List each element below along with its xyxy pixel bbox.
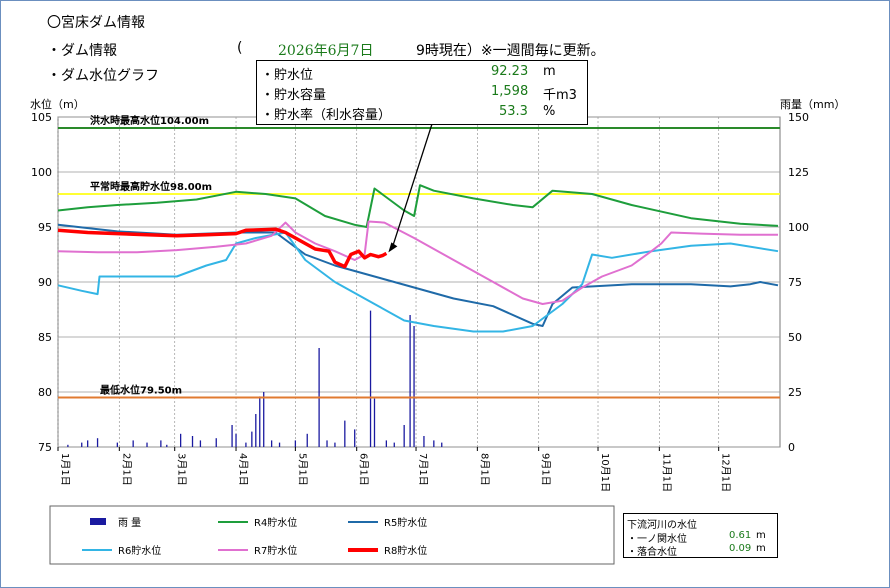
status-unit: % bbox=[543, 104, 556, 119]
x-tick-label: 9月1日 bbox=[540, 453, 552, 486]
status-value: 53.3 bbox=[499, 104, 528, 119]
tick-labels: 1月1日 2月1日 3月1日 4月1日 5月1日 6月1日 7月1日 8月1日 9月1日 10月1… bbox=[30, 97, 845, 492]
page-title: 〇宮床ダム情報 bbox=[47, 15, 145, 31]
y-tick-label-left: 85 bbox=[38, 331, 52, 344]
series-R6 bbox=[57, 231, 779, 333]
update-time-note: 9時現在）※一週間毎に更新。 bbox=[416, 43, 605, 59]
ref-label-flood: 洪水時最高水位104.00m bbox=[90, 114, 209, 127]
legend-label: 雨 量 bbox=[118, 517, 141, 529]
downstream-unit: m bbox=[756, 543, 766, 554]
legend-label: R7貯水位 bbox=[254, 544, 297, 557]
current-status-box: ・貯水位 92.23 m ・貯水容量 1,598 千m3 ・貯水率（利水容量） … bbox=[256, 60, 588, 125]
y-tick-label-right: 25 bbox=[788, 386, 802, 399]
y-tick-label-right: 100 bbox=[788, 221, 809, 234]
x-tick-label: 10月1日 bbox=[599, 453, 611, 492]
x-tick-label: 1月1日 bbox=[59, 453, 71, 486]
legend-label: R4貯水位 bbox=[254, 516, 297, 529]
y-tick-label-right: 125 bbox=[788, 166, 809, 179]
ref-label-normal: 平常時最高貯水位98.00m bbox=[90, 180, 212, 193]
y-tick-label-left: 95 bbox=[38, 221, 52, 234]
x-tick-label: 11月1日 bbox=[660, 453, 672, 492]
y-tick-label-right: 50 bbox=[788, 331, 802, 344]
y-tick-label-right: 150 bbox=[788, 111, 809, 124]
rain-bars bbox=[67, 310, 443, 447]
y-axis-label-right: 雨量（mm） bbox=[780, 98, 845, 111]
x-tick-label: 2月1日 bbox=[120, 453, 132, 486]
legend-swatch bbox=[90, 518, 106, 525]
status-label: ・貯水率（利水容量） bbox=[261, 108, 392, 123]
downstream-value: 0.61 bbox=[729, 530, 752, 541]
y-tick-label-right: 0 bbox=[788, 441, 795, 454]
graph-label: ・ダム水位グラフ bbox=[47, 68, 159, 84]
y-tick-label-left: 100 bbox=[31, 166, 52, 179]
downstream-value: 0.09 bbox=[729, 543, 752, 554]
x-tick-label: 8月1日 bbox=[478, 453, 490, 486]
downstream-unit: m bbox=[756, 530, 766, 541]
downstream-label: ・一ノ関水位 bbox=[627, 534, 687, 545]
legend-label: R5貯水位 bbox=[384, 516, 427, 529]
x-tick-label: 5月1日 bbox=[296, 453, 308, 486]
y-axis-label-left: 水位（m） bbox=[30, 97, 85, 111]
y-tick-label-right: 75 bbox=[788, 276, 802, 289]
pointer-arrowhead bbox=[388, 242, 398, 253]
downstream-label: ・落合水位 bbox=[627, 547, 677, 558]
dam-info-label: ・ダム情報 bbox=[47, 43, 117, 59]
status-label: ・貯水容量 bbox=[261, 88, 327, 103]
y-tick-label-left: 80 bbox=[38, 386, 52, 399]
x-tick-label: 6月1日 bbox=[358, 453, 370, 486]
downstream-box: 下流河川の水位 ・一ノ関水位 0.61 m ・落合水位 0.09 m bbox=[623, 513, 778, 558]
axes bbox=[57, 447, 720, 451]
y-tick-label-left: 90 bbox=[38, 276, 52, 289]
status-unit: 千m3 bbox=[543, 88, 577, 103]
y-tick-label-left: 105 bbox=[31, 111, 52, 124]
legend-label: R8貯水位 bbox=[384, 544, 427, 557]
reference-lines: 洪水時最高水位104.00m 平常時最高貯水位98.00m 最低水位79.50m bbox=[58, 114, 780, 399]
x-tick-label: 3月1日 bbox=[176, 453, 188, 486]
series-R7 bbox=[57, 220, 778, 305]
grid bbox=[57, 116, 781, 448]
pointer-line bbox=[391, 123, 433, 248]
legend: 雨 量 R4貯水位 R5貯水位 R6貯水位 R7貯水位 R8貯水位 bbox=[49, 505, 615, 565]
series-lines bbox=[57, 123, 779, 333]
status-value: 92.23 bbox=[491, 64, 529, 79]
series-R5 bbox=[57, 223, 779, 327]
update-date: 2026年6月7日 bbox=[278, 43, 374, 59]
ref-label-min: 最低水位79.50m bbox=[100, 384, 182, 397]
downstream-title: 下流河川の水位 bbox=[627, 520, 697, 531]
legend-box bbox=[49, 505, 615, 565]
legend-label: R6貯水位 bbox=[118, 544, 161, 557]
status-value: 1,598 bbox=[491, 84, 529, 99]
y-tick-label-left: 75 bbox=[38, 441, 52, 454]
x-tick-label: 4月1日 bbox=[237, 453, 249, 486]
x-tick-label: 7月1日 bbox=[417, 453, 429, 486]
x-tick-label: 12月1日 bbox=[720, 453, 732, 492]
series-R8 bbox=[57, 227, 388, 269]
status-unit: m bbox=[543, 64, 556, 79]
open-paren: ( bbox=[237, 40, 243, 56]
status-label: ・貯水位 bbox=[261, 68, 314, 83]
